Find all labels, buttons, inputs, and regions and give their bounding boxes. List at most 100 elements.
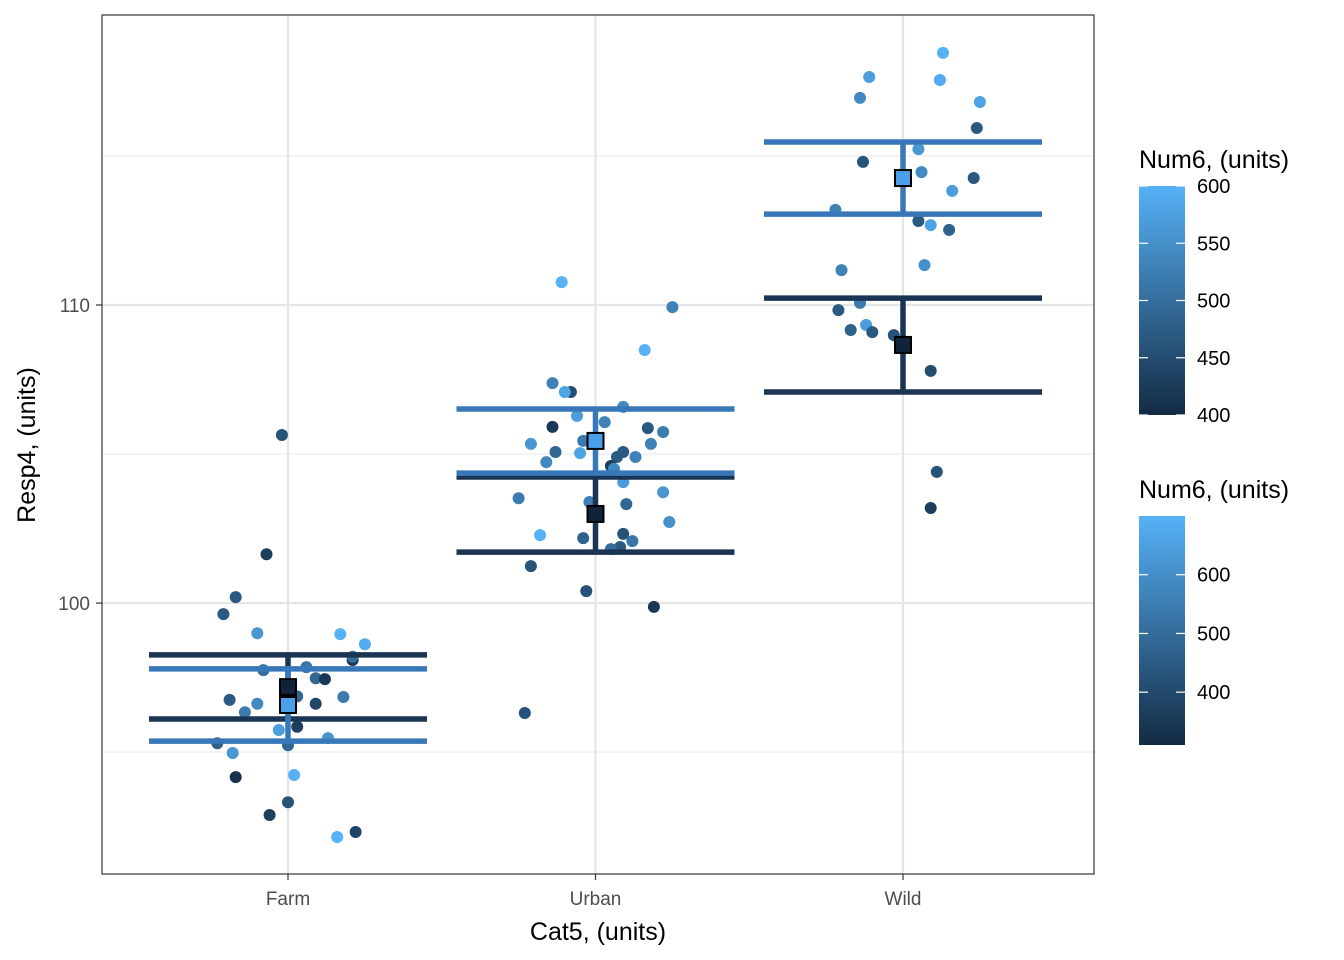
data-point [263,809,276,821]
legend-tick-label: 600 [1197,176,1230,198]
data-point [866,326,879,339]
data-point [970,122,983,134]
data-point [657,426,670,438]
data-point [946,184,959,197]
data-point [558,386,571,398]
data-point [524,560,537,573]
legend-tick-label: 400 [1197,682,1230,704]
data-point [223,693,236,706]
data-point [924,502,937,514]
x-axis: Farm Urban Wild [266,874,922,910]
data-point [549,446,562,458]
data-point [288,769,301,781]
data-point [638,344,651,356]
data-point [844,324,857,336]
mean-marker-farm-low [279,678,297,697]
data-point [857,155,869,168]
data-point [644,437,657,450]
data-point [534,529,547,542]
data-point [626,535,639,548]
data-point [967,172,980,184]
data-point [571,409,583,422]
data-point [832,304,845,317]
data-point [918,259,931,272]
data-point [226,747,239,759]
legend-tick-label: 450 [1197,348,1230,370]
legend-1-title: Num6, (units) [1139,146,1289,174]
data-point [512,492,525,505]
data-point [598,416,611,429]
data-point [331,831,344,843]
data-point [349,826,362,838]
data-point [854,91,866,104]
data-point [229,591,242,604]
data-point [546,420,559,433]
data-point [611,451,623,463]
legend-tick-label: 600 [1197,565,1230,587]
data-point [863,71,876,83]
y-axis: 100 110 [58,296,102,615]
mean-marker-wild-low [894,335,912,354]
data-point [217,608,230,621]
data-point [580,585,593,598]
data-point [251,627,264,640]
legend-2-title: Num6, (units) [1139,476,1289,504]
data-point [577,434,590,447]
data-point [334,628,347,641]
legend-tick-label: 500 [1197,291,1230,313]
data-point [647,600,660,613]
x-tick-label: Urban [570,889,622,910]
legend-2-ticks: 400 500 600 [1139,565,1230,704]
data-point [657,486,670,499]
data-point [272,724,285,736]
mean-marker-farm-high [279,696,297,715]
data-point [309,697,322,710]
data-point [229,771,242,784]
panel-border [101,14,1095,875]
legend-tick-label: 400 [1197,405,1230,427]
data-point [924,364,937,377]
data-point [620,498,633,511]
legend-1-ticks: 400 450 500 550 600 [1139,176,1230,427]
y-tick-label: 110 [60,296,90,317]
data-point [518,707,531,719]
data-point [260,548,273,561]
x-tick-label: Wild [885,889,922,910]
data-point [275,429,288,441]
summary-layer [149,139,1042,744]
data-point [924,219,937,232]
color-legend-1: Num6, (units) 400 450 500 550 600 [1139,146,1289,427]
x-axis-title: Cat5, (units) [530,918,666,946]
mean-marker-urban-low [586,504,605,523]
data-point [555,276,568,289]
data-point [912,215,925,227]
color-legend-2: Num6, (units) 400 500 600 [1139,476,1289,745]
data-point [318,673,331,686]
data-point [574,447,587,460]
data-point [282,796,294,809]
data-point [933,74,946,86]
data-point [641,422,654,435]
legend-tick-label: 500 [1197,623,1230,645]
legend-2-colorbar [1139,516,1185,745]
data-point [663,516,676,528]
data-point [666,301,679,314]
data-point [358,638,371,651]
data-point [291,720,304,733]
data-point [930,465,943,478]
data-point [912,143,925,156]
data-point [937,46,949,59]
legend-tick-label: 550 [1197,233,1230,255]
y-axis-title: Resp4, (units) [13,367,41,523]
data-point [629,451,642,463]
data-point [617,527,630,540]
data-point [973,96,986,108]
data-point [915,166,928,179]
data-point [309,672,322,685]
data-point [540,456,553,469]
data-point [251,697,264,710]
data-point [577,532,590,545]
data-point [546,377,559,390]
mean-marker-urban-high [586,431,605,450]
